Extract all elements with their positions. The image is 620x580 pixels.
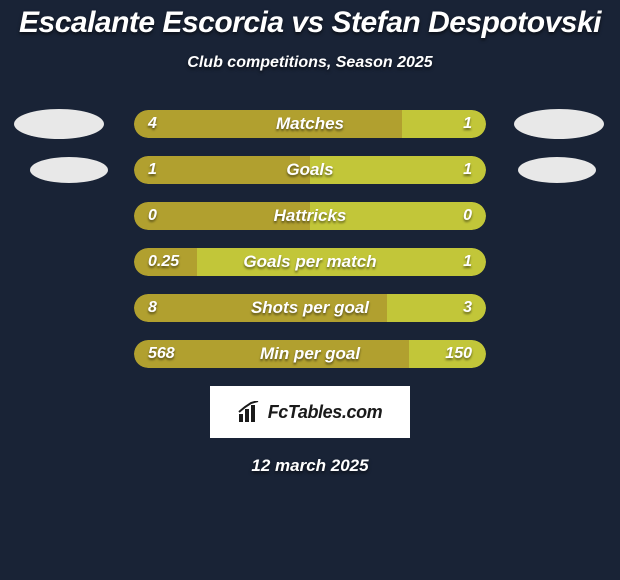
- stat-value-left: 568: [148, 345, 175, 363]
- stat-value-right: 1: [463, 253, 472, 271]
- stat-bar-left: 0.25: [134, 248, 197, 276]
- stat-value-right: 1: [463, 115, 472, 133]
- stat-bar-left: 4: [134, 110, 402, 138]
- bar-chart-icon: [238, 401, 262, 423]
- stat-row: 83Shots per goal: [0, 294, 620, 322]
- page-title: Escalante Escorcia vs Stefan Despotovski: [0, 6, 620, 40]
- stat-bar-left: 8: [134, 294, 387, 322]
- player-avatar-left: [14, 109, 104, 139]
- stat-bar-left: 1: [134, 156, 310, 184]
- stat-value-left: 1: [148, 161, 157, 179]
- stat-value-left: 0.25: [148, 253, 179, 271]
- stat-bar-left: 0: [134, 202, 310, 230]
- stat-row: 11Goals: [0, 156, 620, 184]
- stat-row: 41Matches: [0, 110, 620, 138]
- date-label: 12 march 2025: [0, 456, 620, 476]
- stat-row: 0.251Goals per match: [0, 248, 620, 276]
- stat-value-left: 4: [148, 115, 157, 133]
- stat-value-right: 150: [445, 345, 472, 363]
- stat-bar-right: 150: [409, 340, 486, 368]
- stat-bar-right: 1: [402, 110, 486, 138]
- stat-bar-right: 3: [387, 294, 486, 322]
- stat-bar: 0.251Goals per match: [134, 248, 486, 276]
- stat-bar-left: 568: [134, 340, 409, 368]
- stat-value-left: 0: [148, 207, 157, 225]
- stat-value-right: 1: [463, 161, 472, 179]
- stat-bar: 41Matches: [134, 110, 486, 138]
- player-avatar-left: [30, 157, 108, 183]
- stat-bar: 11Goals: [134, 156, 486, 184]
- stat-row: 00Hattricks: [0, 202, 620, 230]
- stat-bar: 568150Min per goal: [134, 340, 486, 368]
- stat-bar-right: 1: [197, 248, 486, 276]
- stat-value-right: 3: [463, 299, 472, 317]
- logo-text: FcTables.com: [268, 402, 383, 423]
- player-avatar-right: [518, 157, 596, 183]
- stat-value-right: 0: [463, 207, 472, 225]
- stat-row: 568150Min per goal: [0, 340, 620, 368]
- site-logo[interactable]: FcTables.com: [210, 386, 410, 438]
- stat-value-left: 8: [148, 299, 157, 317]
- stat-bar-right: 1: [310, 156, 486, 184]
- stat-bar: 83Shots per goal: [134, 294, 486, 322]
- player-avatar-right: [514, 109, 604, 139]
- stat-bar-right: 0: [310, 202, 486, 230]
- stat-bar: 00Hattricks: [134, 202, 486, 230]
- comparison-card: Escalante Escorcia vs Stefan Despotovski…: [0, 0, 620, 476]
- stats-list: 41Matches11Goals00Hattricks0.251Goals pe…: [0, 110, 620, 368]
- subtitle: Club competitions, Season 2025: [0, 54, 620, 72]
